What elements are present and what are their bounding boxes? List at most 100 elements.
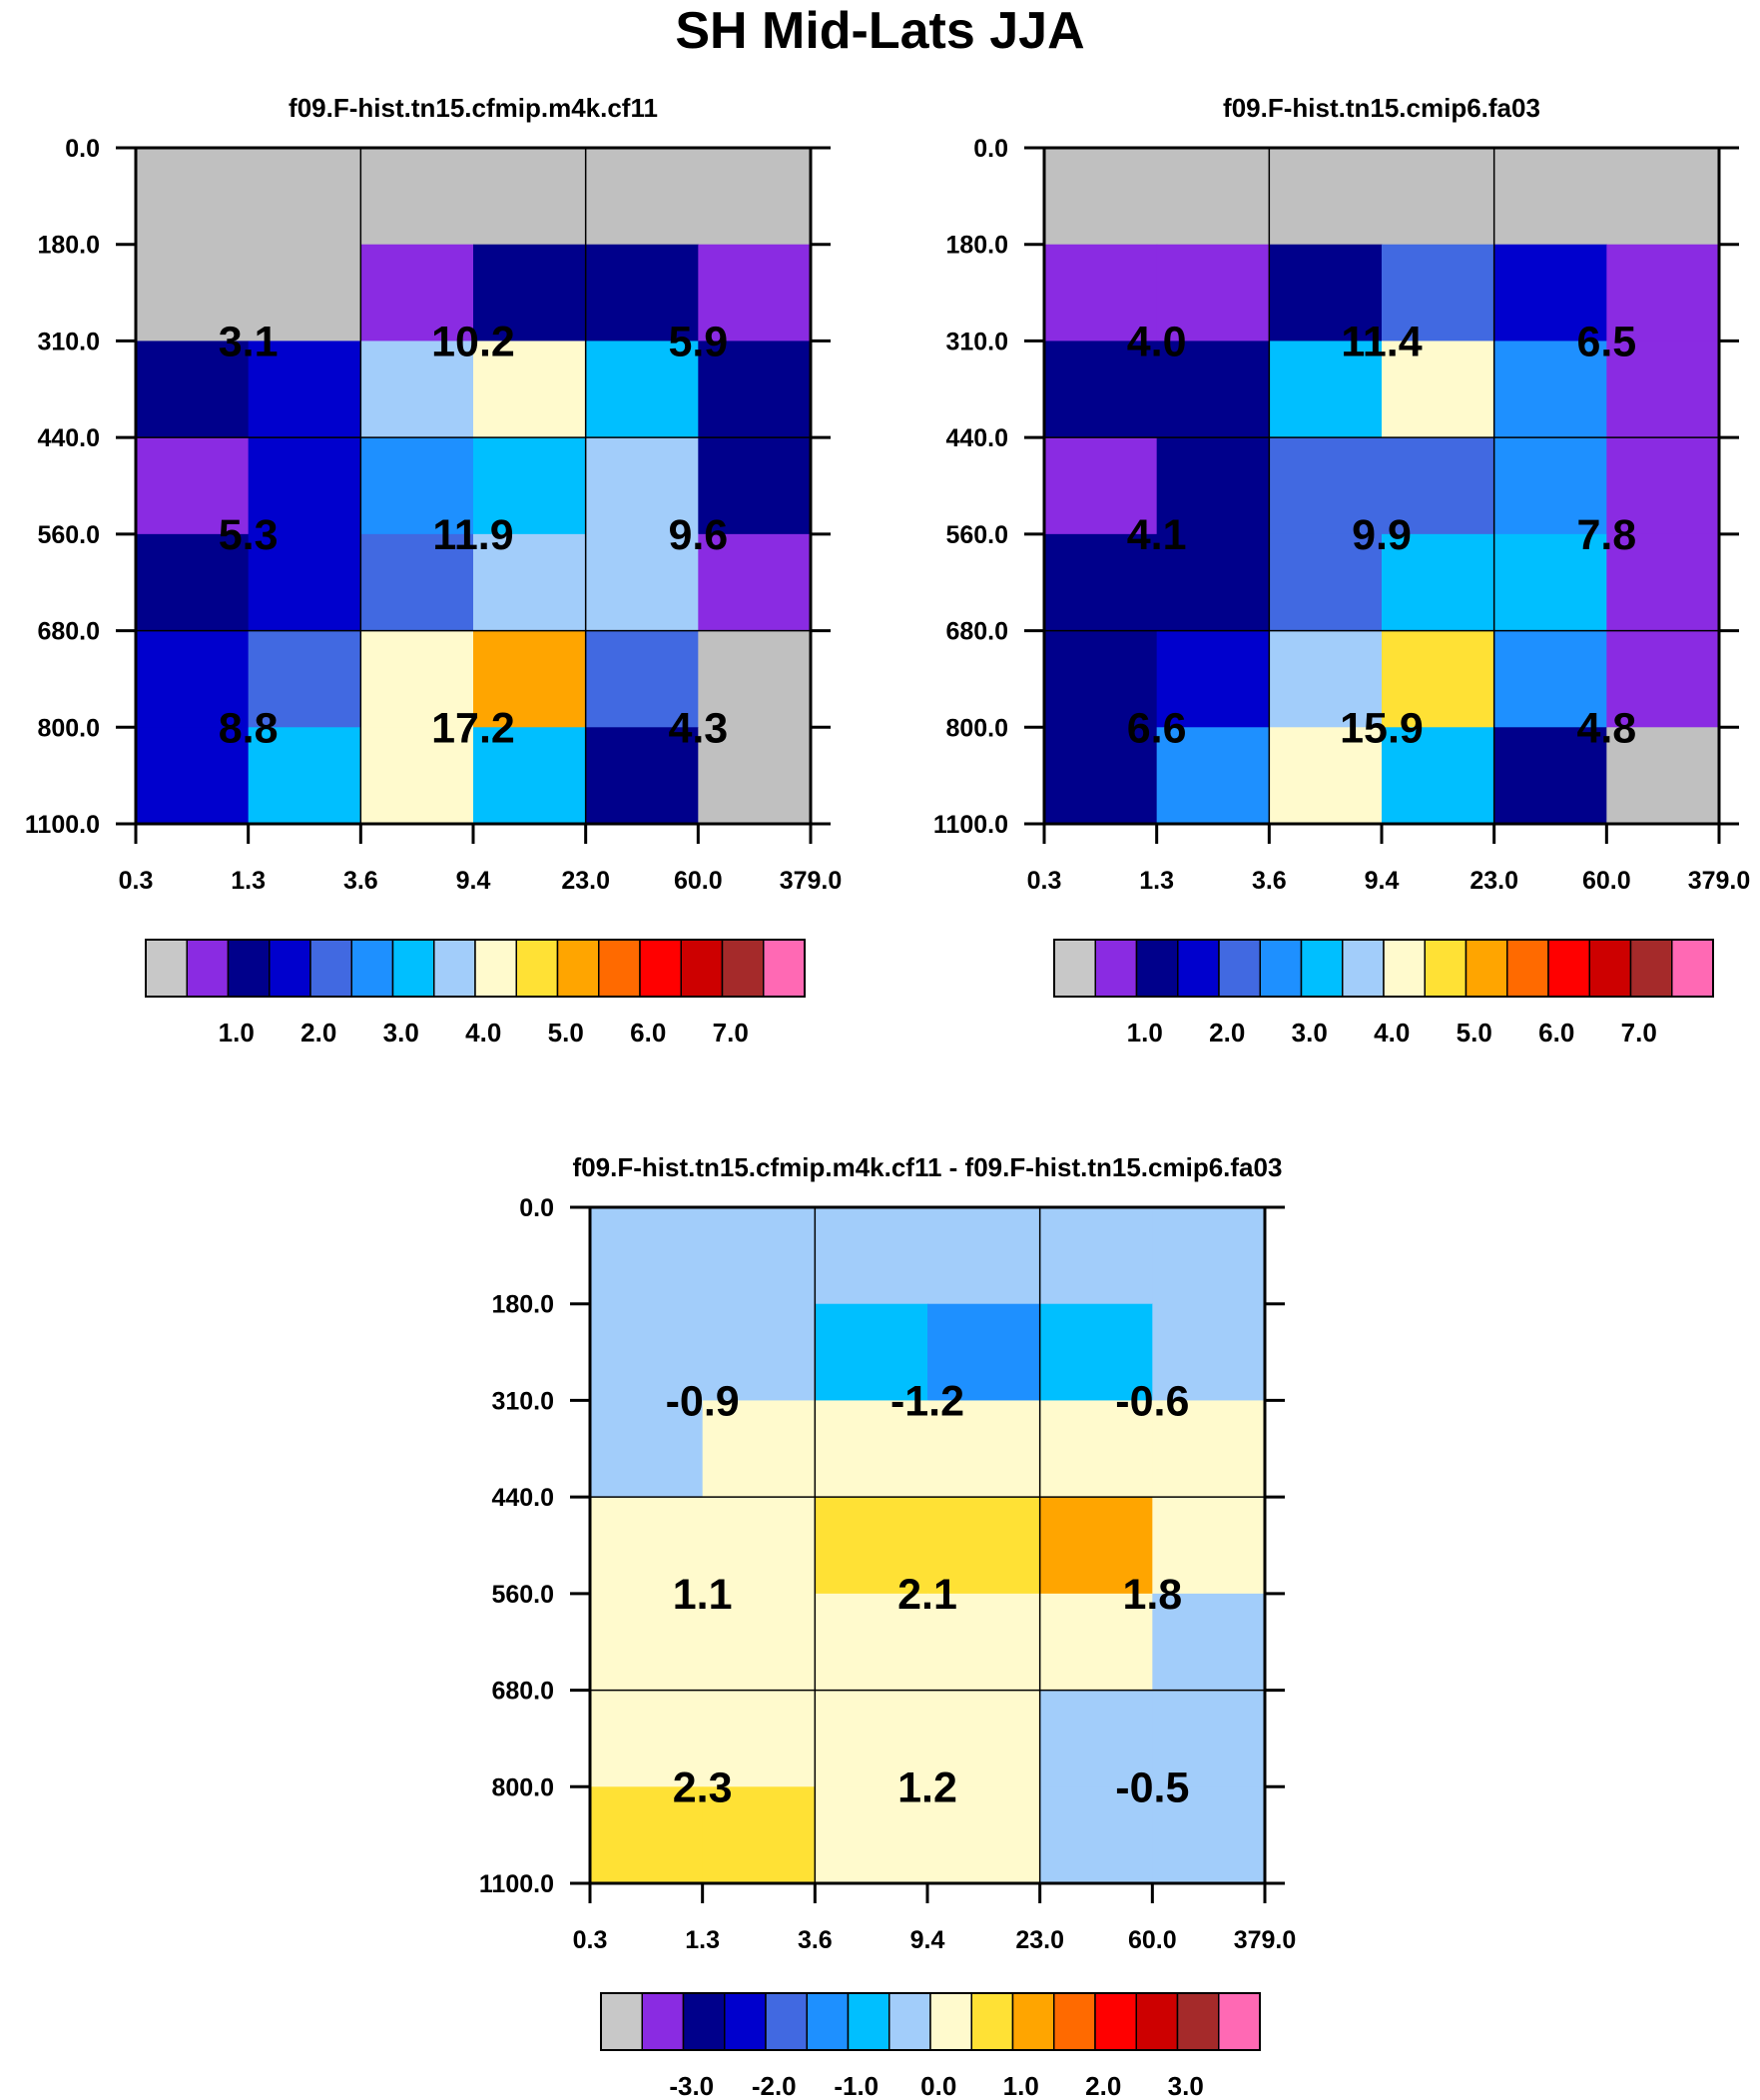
panel1-x-tick-label: 0.3 — [119, 867, 154, 895]
panel2-colorbar-label: 1.0 — [1127, 1018, 1163, 1048]
panel3-y-tick-label: 310.0 — [491, 1387, 554, 1415]
panel2-colorbar-label: 6.0 — [1538, 1018, 1574, 1048]
panel1-colorbar-box — [721, 939, 765, 998]
panel3-colorbar-box — [765, 1992, 808, 2051]
panel2-colorbar-box — [1547, 939, 1590, 998]
panel2-y-tick-label: 180.0 — [945, 232, 1008, 260]
panel2-cell — [1606, 533, 1720, 632]
panel3-cell — [702, 1690, 816, 1787]
panel2-cell — [1269, 244, 1383, 343]
panel2-x-tick-label: 3.6 — [1252, 867, 1287, 895]
panel3-cell — [1039, 1400, 1153, 1498]
panel2-cell — [1493, 244, 1607, 343]
panel3-x-tick-label: 3.6 — [798, 1926, 833, 1954]
panel2-cell — [1269, 341, 1383, 438]
panel2-cell — [1044, 437, 1158, 535]
panel2-cell — [1382, 437, 1495, 535]
panel1-colorbar-label: 7.0 — [713, 1018, 749, 1048]
panel2-colorbar-frame — [1053, 939, 1714, 998]
panel3-colorbar-box — [724, 1992, 767, 2051]
panel1-colorbar-label: 3.0 — [383, 1018, 419, 1048]
panel1-cell — [136, 727, 250, 825]
panel3-colorbar-box — [806, 1992, 850, 2051]
panel3-colorbar-box — [847, 1992, 890, 2051]
panel1-cell — [698, 341, 812, 438]
panel1-colorbar-box — [474, 939, 517, 998]
panel3-cell — [590, 1690, 704, 1787]
panel2-total-label: 4.8 — [1576, 704, 1636, 752]
panel2-y-tick-label: 560.0 — [945, 521, 1008, 549]
panel1-colorbar-box — [145, 939, 188, 998]
panel1-x-tick-label: 23.0 — [561, 867, 610, 895]
panel3-cell — [590, 1207, 704, 1305]
panel1-cell — [585, 341, 699, 438]
panel3-cell — [1152, 1497, 1266, 1595]
panel3-total-label: 1.1 — [673, 1571, 733, 1619]
panel3-colorbar-box — [929, 1992, 972, 2051]
panel2-colorbar-box — [1342, 939, 1385, 998]
panel3-cell — [702, 1786, 816, 1884]
panel3-cell — [702, 1593, 816, 1692]
panel3-cell — [1152, 1690, 1266, 1787]
panel1-colorbar-label: 2.0 — [300, 1018, 336, 1048]
panel3-cell — [927, 1400, 1041, 1498]
panel3-colorbar-box — [1011, 1992, 1055, 2051]
panel1-cell — [473, 630, 587, 728]
panel3-colorbar-label: 1.0 — [1003, 2071, 1039, 2100]
panel3-cell — [815, 1207, 928, 1305]
panel1-y-tick-label: 560.0 — [37, 521, 100, 549]
panel1-title: f09.F-hist.tn15.cfmip.m4k.cf11 — [289, 93, 658, 123]
panel2-cell — [1382, 533, 1495, 632]
panel1-y-tick-label: 680.0 — [37, 618, 100, 646]
panel1-colorbar-box — [269, 939, 311, 998]
panel2-colorbar-box — [1135, 939, 1179, 998]
panel2-cell — [1269, 533, 1383, 632]
panel3-colorbar-box — [600, 1992, 643, 2051]
panel3-colorbar-frame — [600, 1992, 1261, 2051]
panel2-cell — [1382, 244, 1495, 343]
panel3-colorbar-box — [970, 1992, 1014, 2051]
panel2-total-label: 6.6 — [1127, 704, 1187, 752]
panel3-y-tick-label: 800.0 — [491, 1773, 554, 1801]
panel3-y-tick-label: 0.0 — [519, 1194, 554, 1222]
panel3-x-tick-label: 0.3 — [573, 1926, 608, 1954]
panel2-y-tick-label: 1100.0 — [933, 811, 1008, 839]
panel3-cell — [927, 1207, 1041, 1305]
panel1-cell — [360, 630, 474, 728]
panel1-cell — [698, 148, 812, 246]
panel1-total-label: 5.9 — [668, 318, 728, 365]
panel1-total-label: 10.2 — [431, 318, 515, 365]
panel2-cell — [1382, 341, 1495, 438]
panel2-cell — [1493, 630, 1607, 728]
panel1-colorbar-frame — [145, 939, 806, 998]
panel1-x-tick-label: 379.0 — [780, 867, 843, 895]
panel3-colorbar-box — [682, 1992, 726, 2051]
panel2-y-tick-label: 800.0 — [945, 714, 1008, 742]
panel2-y-tick-label: 440.0 — [945, 424, 1008, 452]
panel3-colorbar-label: 3.0 — [1168, 2071, 1204, 2100]
panel2-cell — [1044, 148, 1158, 246]
panel2-x-tick-label: 9.4 — [1365, 867, 1400, 895]
panel1-cell — [248, 533, 361, 632]
panel2-colorbar-box — [1177, 939, 1220, 998]
panel3-cell — [1152, 1207, 1266, 1305]
panel1-cell — [136, 341, 250, 438]
panel3-colorbar-box — [1176, 1992, 1220, 2051]
panel3-colorbar-box — [888, 1992, 931, 2051]
panel2-cell — [1156, 244, 1270, 343]
panel1-colorbar-label: 6.0 — [630, 1018, 666, 1048]
panel3-total-label: -0.6 — [1115, 1377, 1189, 1425]
panel3-total-label: 1.2 — [897, 1763, 957, 1811]
panel3-cell — [1039, 1497, 1153, 1595]
panel2-total-label: 4.0 — [1127, 318, 1187, 365]
panel2-total-label: 6.5 — [1576, 318, 1636, 365]
panel1-y-tick-label: 0.0 — [65, 135, 100, 163]
panel3-cell — [1152, 1303, 1266, 1402]
panel3-cell — [815, 1690, 928, 1787]
panel3-cell — [815, 1497, 928, 1595]
panel2-cell — [1493, 533, 1607, 632]
panel3-colorbar-box — [641, 1992, 685, 2051]
panel3-title: f09.F-hist.tn15.cfmip.m4k.cf11 - f09.F-h… — [573, 1152, 1283, 1182]
panel1-colorbar-box — [680, 939, 724, 998]
panel1-x-tick-label: 60.0 — [674, 867, 723, 895]
